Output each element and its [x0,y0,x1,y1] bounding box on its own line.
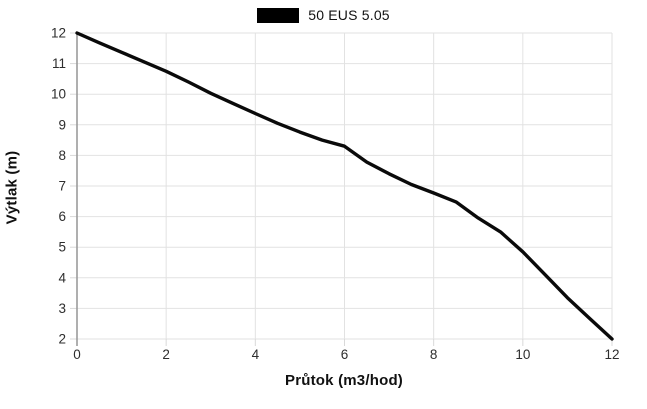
x-tick-label: 10 [515,347,530,362]
y-tick-label: 12 [51,26,66,41]
y-tick-label: 2 [58,332,66,347]
y-tick-label: 5 [58,240,66,255]
x-tick-label: 6 [341,347,349,362]
y-tick-label: 6 [58,209,66,224]
x-tick-label: 0 [73,347,81,362]
x-tick-label: 12 [604,347,619,362]
y-tick-label: 11 [52,56,66,71]
x-axis-title: Průtok (m3/hod) [285,372,403,389]
pump-curve-line [75,31,614,341]
y-axis-title: Výtlak (m) [3,150,21,225]
y-tick-label: 8 [58,148,66,163]
x-tick-label: 4 [252,347,260,362]
legend-label: 50 EUS 5.05 [308,7,390,23]
y-tick-label: 9 [58,117,66,132]
x-tick-label: 2 [162,347,170,362]
y-tick-label: 4 [58,270,66,285]
y-tick-label: 7 [58,179,66,194]
y-tick-label: 3 [58,301,66,316]
y-tick-label: 10 [51,87,66,102]
x-tick-label: 8 [430,347,438,362]
legend-swatch [257,7,300,23]
legend-item[interactable]: 50 EUS 5.05 [0,7,647,23]
